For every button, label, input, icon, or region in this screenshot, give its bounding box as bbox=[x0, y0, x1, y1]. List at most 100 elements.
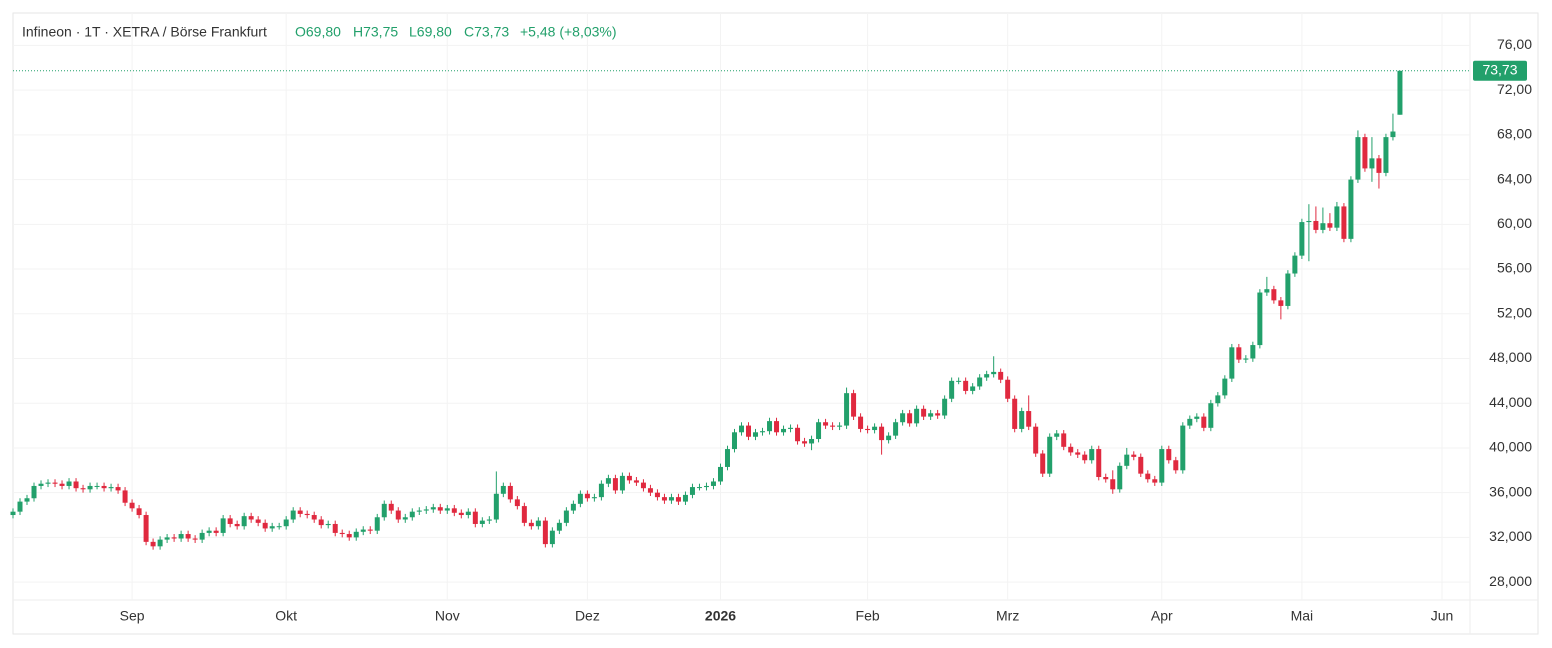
candle-body bbox=[640, 482, 646, 489]
y-tick-label: 76,00 bbox=[1497, 36, 1532, 52]
candle-body bbox=[577, 493, 583, 504]
candle-body bbox=[276, 526, 282, 528]
candle-body bbox=[87, 485, 93, 490]
candle-body bbox=[38, 483, 44, 486]
candle-body bbox=[367, 529, 373, 531]
candle-body bbox=[851, 393, 857, 417]
candle-body bbox=[682, 494, 688, 502]
candle-body bbox=[437, 507, 443, 511]
candle-body bbox=[1341, 206, 1347, 239]
y-tick-label: 68,00 bbox=[1497, 126, 1532, 142]
x-tick-label: Apr bbox=[1151, 608, 1173, 624]
candle-body bbox=[844, 393, 850, 426]
candle-body bbox=[781, 428, 787, 433]
candles bbox=[10, 70, 1470, 550]
candle-body bbox=[17, 501, 23, 512]
candle-body bbox=[970, 386, 976, 391]
candle-body bbox=[1306, 220, 1312, 223]
x-tick-label: Jun bbox=[1431, 608, 1454, 624]
candle-body bbox=[795, 427, 801, 442]
candle-body bbox=[731, 432, 737, 450]
candle-body bbox=[1362, 137, 1368, 169]
candle-body bbox=[416, 510, 422, 512]
candle-body bbox=[753, 432, 759, 437]
candle-body bbox=[1390, 131, 1396, 138]
candle-body bbox=[479, 520, 485, 524]
candle-body bbox=[94, 485, 100, 487]
x-tick-label: Mai bbox=[1291, 608, 1314, 624]
candle-body bbox=[507, 485, 513, 500]
x-tick-label: Okt bbox=[275, 608, 297, 624]
candle-body bbox=[311, 515, 317, 520]
candle-body bbox=[332, 523, 338, 533]
candle-body bbox=[24, 498, 30, 502]
candle-body bbox=[318, 519, 324, 526]
candle-body bbox=[1397, 70, 1403, 115]
y-tick-label: 40,000 bbox=[1489, 439, 1532, 455]
candle-body bbox=[1257, 292, 1263, 346]
x-tick-label: Dez bbox=[575, 608, 600, 624]
candle-body bbox=[563, 510, 569, 523]
candle-body bbox=[591, 497, 597, 499]
candle-body bbox=[73, 481, 79, 489]
candle-body bbox=[486, 519, 492, 521]
candle-body bbox=[928, 413, 934, 417]
candle-body bbox=[1047, 436, 1053, 474]
x-tick-label: Feb bbox=[856, 608, 880, 624]
candle-body bbox=[262, 522, 268, 529]
candle-body bbox=[963, 380, 969, 391]
candle-body bbox=[1285, 273, 1291, 306]
candle-body bbox=[1180, 425, 1186, 471]
candle-body bbox=[1334, 206, 1340, 228]
y-tick-label: 32,000 bbox=[1489, 528, 1532, 544]
grid bbox=[13, 13, 1470, 600]
candle-body bbox=[101, 485, 107, 489]
y-tick-label: 44,000 bbox=[1489, 394, 1532, 410]
header-open: O69,80 bbox=[295, 24, 341, 40]
candle-body bbox=[1313, 220, 1319, 230]
candle-body bbox=[66, 481, 72, 486]
candle-body bbox=[1369, 158, 1375, 169]
candle-body bbox=[739, 425, 744, 433]
candle-body bbox=[1124, 454, 1130, 466]
candle-body bbox=[423, 509, 429, 511]
candle-body bbox=[549, 530, 555, 545]
candle-body bbox=[1208, 403, 1214, 428]
candle-body bbox=[185, 534, 191, 539]
candle-body bbox=[199, 532, 205, 540]
y-tick-label: 64,00 bbox=[1497, 170, 1532, 186]
candle-body bbox=[900, 413, 906, 423]
candle-body bbox=[949, 380, 955, 399]
candle-body bbox=[1327, 223, 1333, 228]
candle-body bbox=[290, 510, 296, 520]
candle-body bbox=[710, 481, 716, 486]
candle-body bbox=[402, 517, 408, 520]
candle-body bbox=[921, 408, 927, 417]
candle-body bbox=[1383, 137, 1389, 173]
candle-body bbox=[1082, 454, 1088, 461]
candle-body bbox=[227, 518, 233, 524]
y-tick-label: 56,00 bbox=[1497, 260, 1532, 276]
candle-body bbox=[325, 523, 331, 526]
candle-body bbox=[143, 515, 149, 542]
candle-body bbox=[907, 413, 913, 424]
candle-body bbox=[1320, 223, 1326, 230]
candle-body bbox=[381, 503, 387, 518]
candle-body bbox=[675, 497, 681, 502]
candle-body bbox=[942, 398, 948, 416]
candle-body bbox=[122, 490, 128, 503]
candle-body bbox=[893, 422, 899, 436]
candle-body bbox=[115, 487, 121, 491]
candle-body bbox=[984, 374, 990, 378]
candle-body bbox=[865, 428, 871, 431]
candle-body bbox=[879, 426, 885, 441]
last-price-label: 73,73 bbox=[1482, 62, 1517, 78]
candle-body bbox=[409, 511, 415, 518]
y-tick-label: 52,00 bbox=[1497, 304, 1532, 320]
candle-body bbox=[108, 487, 114, 489]
candle-body bbox=[458, 512, 464, 516]
candle-body bbox=[767, 421, 773, 432]
candle-body bbox=[52, 482, 58, 484]
candle-body bbox=[1026, 411, 1032, 427]
